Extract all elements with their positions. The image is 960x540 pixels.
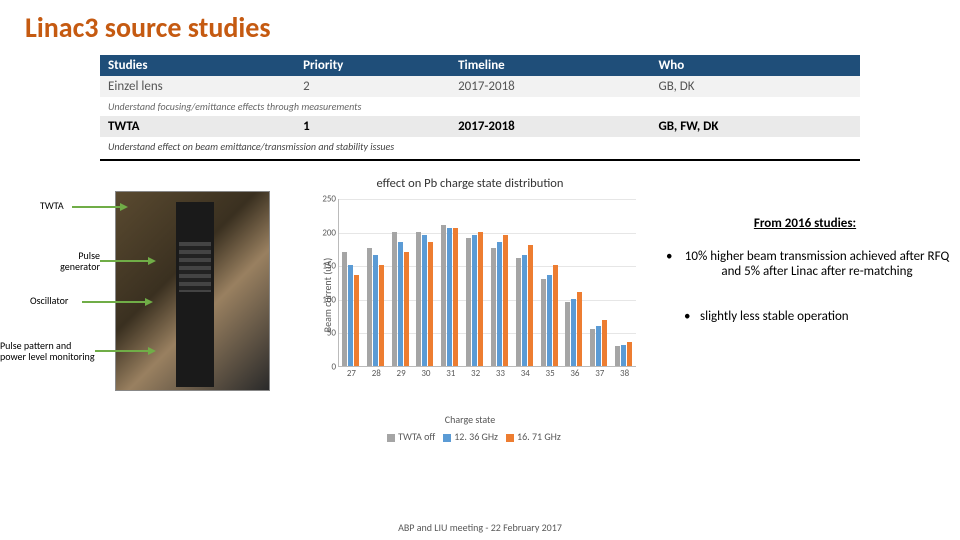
chart-region: effect on Pb charge state distribution B… [300,176,640,436]
cell: GB, FW, DK [651,116,861,137]
studies-table: Studies Priority Timeline Who Einzel len… [100,55,860,161]
equipment-photo [115,191,270,391]
cell: 2017-2018 [450,76,650,97]
callout-pulse-gen: Pulse generator [40,251,100,272]
callout-oscillator: Oscillator [30,296,68,307]
page-title: Linac3 source studies [0,0,960,50]
notes-region: From 2016 studies: 10% higher beam trans… [660,216,950,354]
cell: 2017-2018 [450,116,650,137]
col-who: Who [651,55,861,76]
notes-header: From 2016 studies: [660,216,950,231]
chart-title: effect on Pb charge state distribution [300,176,640,191]
cell: GB, DK [651,76,861,97]
col-studies: Studies [100,55,295,76]
chart-xlabel: Charge state [300,413,640,426]
rack-icon [176,202,214,387]
cell: 2 [295,76,450,97]
footer-text: ABP and LIU meeting - 22 February 2017 [0,521,960,534]
callout-ppm: Pulse pattern and power level monitoring [0,341,95,362]
table-row: TWTA 1 2017-2018 GB, FW, DK [100,116,860,137]
cell: 1 [295,116,450,137]
col-priority: Priority [295,55,450,76]
table-note: Understand effect on beam emittance/tran… [100,137,860,159]
col-timeline: Timeline [450,55,650,76]
chart-plot: 050100150200250272829303132333435363738 [338,199,636,367]
note-item: 10% higher beam transmission achieved af… [660,249,950,279]
cell: Einzel lens [100,76,295,97]
table-note: Understand focusing/emittance effects th… [100,97,860,116]
chart-legend: TWTA off12. 36 GHz16. 71 GHz [300,430,640,443]
note-text: Understand effect on beam emittance/tran… [100,137,860,159]
note-item: slightly less stable operation [660,309,950,324]
cell: TWTA [100,116,295,137]
table-header-row: Studies Priority Timeline Who [100,55,860,76]
table-row: Einzel lens 2 2017-2018 GB, DK [100,76,860,97]
note-text: Understand focusing/emittance effects th… [100,97,860,116]
callout-twta: TWTA [40,201,64,212]
